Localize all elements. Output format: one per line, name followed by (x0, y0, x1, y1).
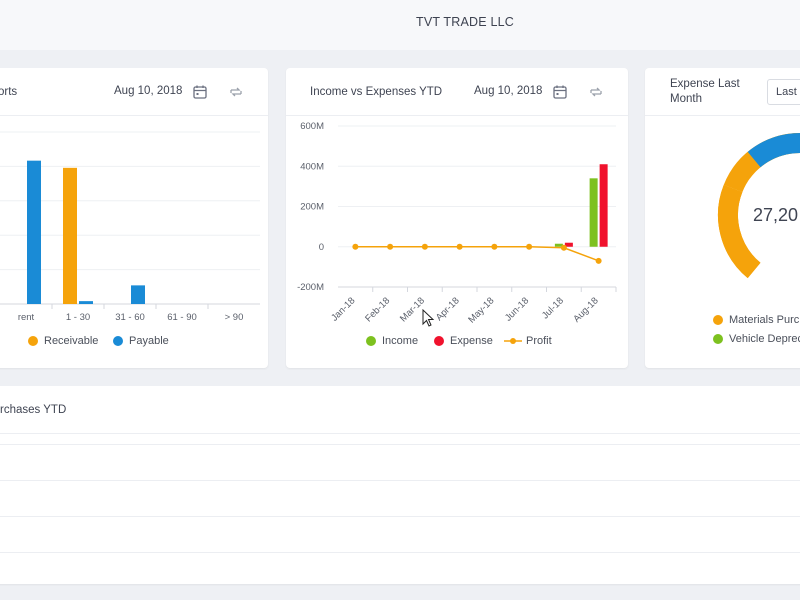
refresh-icon[interactable] (228, 84, 244, 100)
grid-line (0, 480, 800, 481)
card-header: Income vs Expenses YTD Aug 10, 2018 (286, 68, 628, 116)
expense-swatch (434, 336, 444, 346)
company-title: TVT TRADE LLC (416, 15, 514, 29)
income-bar (554, 243, 563, 247)
profit-point (560, 244, 567, 251)
legend-label: Vehicle Deprec (729, 333, 800, 345)
x-tick-label: 1 - 30 (66, 312, 90, 323)
card-title: orts (0, 86, 18, 98)
y-tick-label: 400M (300, 161, 324, 172)
receivable-bar (63, 167, 77, 304)
x-tick-label: rent (18, 312, 35, 323)
calendar-icon[interactable] (192, 84, 208, 100)
legend-expense: Expense (434, 335, 493, 347)
vehicle-swatch (713, 334, 723, 344)
payable-bar (79, 301, 93, 304)
legend-label: Profit (526, 335, 552, 347)
card-title: Income vs Expenses YTD (310, 86, 443, 98)
profit-point (421, 243, 428, 250)
grid-line (0, 552, 800, 553)
income-expenses-card: Income vs Expenses YTD Aug 10, 2018 600M… (286, 68, 628, 368)
period-select[interactable]: Last (767, 79, 800, 105)
receivable-swatch (28, 336, 38, 346)
legend-label: Income (382, 335, 419, 347)
x-tick-label: Jan-18 (329, 295, 357, 323)
payable-bar (27, 160, 41, 304)
legend-income: Income (366, 335, 418, 347)
x-tick-label: Jul-18 (540, 295, 566, 321)
legend-label: Payable (129, 335, 169, 347)
income-bar (589, 178, 598, 247)
date-label: Aug 10, 2018 (474, 85, 543, 97)
x-tick-label: Feb-18 (363, 295, 392, 324)
grid-line (0, 444, 800, 445)
x-tick-label: 61 - 90 (167, 312, 197, 323)
y-tick-label: 0 (319, 242, 324, 253)
card-header: rchases YTD (0, 386, 800, 434)
aging-report-card: orts Aug 10, 2018 rent 1 - 30 31 - 60 61 - … (0, 68, 268, 368)
y-tick-label: 200M (300, 202, 324, 213)
profit-point (387, 243, 394, 250)
purchases-ytd-card: rchases YTD (0, 386, 800, 584)
materials-swatch (713, 315, 723, 325)
card-header: orts Aug 10, 2018 (0, 68, 268, 116)
date-label: Aug 10, 2018 (114, 85, 183, 97)
other-slice (747, 133, 800, 168)
legend-payable: Payable (113, 335, 169, 347)
x-tick-label: Apr-18 (434, 295, 462, 323)
expense-bar (564, 242, 573, 247)
y-tick-label: 600M (300, 121, 324, 132)
legend-receivable: Receivable (28, 335, 98, 347)
materials-slice-outer (718, 184, 761, 279)
donut-center-value: 27,20 (753, 205, 798, 225)
select-value: Last (776, 86, 797, 98)
payable-bar (131, 285, 145, 304)
x-tick-label: Jun-18 (503, 295, 531, 323)
legend-label: Materials Purch (729, 314, 800, 326)
y-tick-label: -200M (297, 282, 324, 293)
calendar-icon[interactable] (552, 84, 568, 100)
profit-point (526, 243, 533, 250)
x-tick-label: > 90 (225, 312, 244, 323)
legend-label: Receivable (44, 335, 99, 347)
legend-label: Expense (450, 335, 493, 347)
card-title: rchases YTD (0, 404, 67, 416)
profit-point (491, 243, 498, 250)
expense-donut-chart: 27,20 (718, 133, 800, 279)
refresh-icon[interactable] (588, 84, 604, 100)
legend-vehicle: Vehicle Deprec (713, 333, 800, 345)
legend-materials: Materials Purch (713, 314, 800, 326)
profit-point (595, 257, 602, 264)
mouse-cursor-icon (422, 309, 435, 327)
profit-line (355, 246, 599, 262)
aging-bar-chart: rent 1 - 30 31 - 60 61 - 90 > 90 (0, 131, 260, 323)
grid-line (0, 516, 800, 517)
x-tick-label: 31 - 60 (115, 312, 145, 323)
income-swatch (366, 336, 376, 346)
card-title-line2: Month (670, 93, 702, 105)
payable-swatch (113, 336, 123, 346)
card-title-line1: Expense Last (670, 78, 740, 90)
profit-swatch (504, 338, 522, 344)
expense-last-month-card: Expense Last Month 27,20 Materials Purch… (645, 68, 800, 368)
profit-point (352, 243, 359, 250)
x-tick-label: May-18 (466, 295, 496, 325)
expense-bar (599, 164, 608, 247)
legend-profit: Profit (504, 335, 552, 347)
profit-point (456, 243, 463, 250)
x-tick-label: Aug-18 (571, 295, 600, 324)
top-bar: TVT TRADE LLC (0, 0, 800, 50)
card-header: Expense Last Month (645, 68, 800, 116)
